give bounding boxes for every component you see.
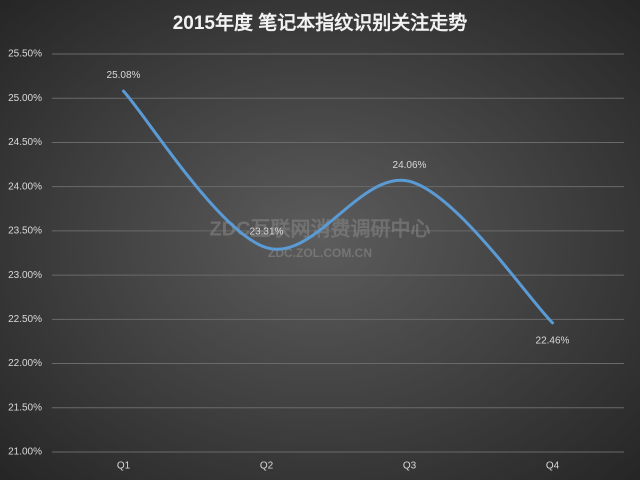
data-label: 25.08% xyxy=(107,70,141,81)
data-label: 24.06% xyxy=(393,160,427,171)
data-label: 22.46% xyxy=(536,336,570,347)
x-tick-label: Q2 xyxy=(260,461,274,472)
x-tick-label: Q4 xyxy=(546,461,560,472)
chart-title: 2015年度 笔记本指纹识别关注走势 xyxy=(173,11,468,34)
y-tick-label: 22.00% xyxy=(8,358,42,369)
y-tick-label: 24.50% xyxy=(8,137,42,148)
x-tick-label: Q3 xyxy=(403,461,417,472)
watermark-url: ZDC.ZOL.COM.CN xyxy=(268,246,372,260)
y-tick-label: 23.50% xyxy=(8,226,42,237)
line xyxy=(122,89,554,325)
y-tick-label: 25.50% xyxy=(8,49,42,60)
x-tick-label: Q1 xyxy=(117,461,131,472)
data-label: 23.31% xyxy=(250,226,284,237)
y-tick-label: 21.50% xyxy=(8,402,42,413)
y-tick-label: 21.00% xyxy=(8,447,42,458)
y-tick-label: 23.00% xyxy=(8,270,42,281)
y-tick-label: 25.00% xyxy=(8,93,42,104)
y-tick-label: 22.50% xyxy=(8,314,42,325)
y-tick-label: 24.00% xyxy=(8,181,42,192)
